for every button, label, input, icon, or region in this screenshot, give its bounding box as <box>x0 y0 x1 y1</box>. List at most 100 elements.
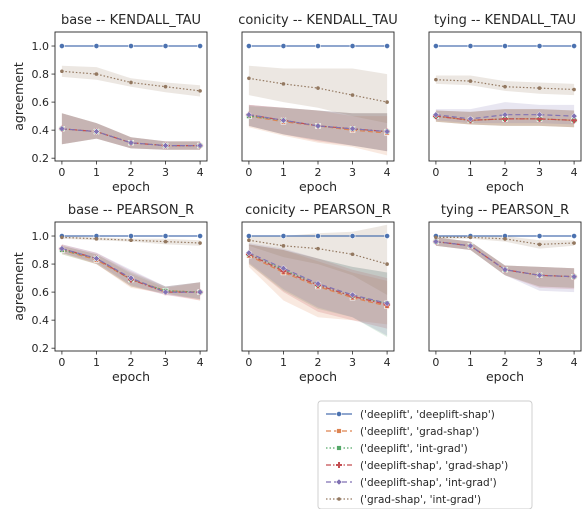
plot-content <box>432 233 578 293</box>
y-tick-label: 0.8 <box>32 68 50 81</box>
data-point <box>503 84 507 89</box>
x-tick-label: 4 <box>571 356 578 369</box>
plot-content <box>58 233 204 301</box>
x-tick-label: 0 <box>432 166 439 179</box>
x-tick-label: 1 <box>93 166 100 179</box>
data-point <box>247 238 251 243</box>
legend-marker <box>336 445 342 451</box>
legend-label: ('deeplift-shap', 'int-grad') <box>360 477 497 489</box>
data-point <box>503 237 507 241</box>
legend-label: ('grad-shap', 'int-grad') <box>360 494 481 506</box>
data-point <box>385 100 389 104</box>
x-axis-label: epoch <box>299 369 337 384</box>
subplot-title: base -- PEARSON_R <box>68 203 194 218</box>
data-point <box>129 80 133 85</box>
data-point <box>537 86 542 90</box>
x-tick-label: 4 <box>197 356 204 369</box>
data-point <box>536 43 543 49</box>
subplot-title: conicity -- KENDALL_TAU <box>238 13 398 28</box>
data-point <box>501 266 509 274</box>
x-tick-label: 4 <box>197 166 204 179</box>
data-point <box>281 82 286 86</box>
y-tick-label: 0.6 <box>32 96 50 109</box>
data-point <box>316 246 320 251</box>
series-line-4 <box>435 115 575 121</box>
x-tick-label: 4 <box>571 166 578 179</box>
data-point <box>280 116 287 124</box>
x-tick-label: 1 <box>467 166 474 179</box>
data-point <box>349 125 356 133</box>
data-point <box>93 43 100 49</box>
data-point <box>383 299 391 307</box>
confidence-band-6 <box>248 65 388 124</box>
data-point <box>60 69 64 74</box>
data-point <box>572 241 576 245</box>
data-point <box>246 43 252 49</box>
legend-label: ('deeplift', 'deeplift-shap') <box>360 409 495 421</box>
data-point <box>501 111 509 119</box>
y-axis-label: agreement <box>11 62 26 131</box>
y-axis-label: agreement <box>11 252 26 321</box>
plot-content <box>58 43 204 150</box>
data-point <box>384 233 390 239</box>
x-tick-label: 3 <box>349 356 356 369</box>
y-tick-label: 0.4 <box>32 124 50 137</box>
data-point <box>570 112 578 120</box>
x-tick-label: 1 <box>280 356 287 369</box>
data-point <box>127 274 135 282</box>
data-point <box>432 238 440 245</box>
data-point <box>432 111 440 119</box>
x-tick-label: 2 <box>315 166 322 179</box>
data-point <box>467 115 474 123</box>
data-point <box>128 43 134 49</box>
data-point <box>314 122 322 130</box>
plot-area <box>429 32 581 161</box>
data-point <box>94 237 99 241</box>
data-point <box>280 43 287 49</box>
data-point <box>93 255 100 262</box>
data-point <box>314 280 322 288</box>
data-point <box>536 233 543 239</box>
data-point <box>197 233 203 239</box>
x-tick-label: 1 <box>280 166 287 179</box>
x-tick-label: 2 <box>128 166 135 179</box>
data-point <box>246 233 252 239</box>
legend-marker <box>336 462 342 468</box>
data-point <box>349 291 356 299</box>
data-point <box>349 233 356 239</box>
x-tick-label: 0 <box>432 356 439 369</box>
data-point <box>350 93 355 97</box>
confidence-band-6 <box>248 224 388 295</box>
x-axis-label: epoch <box>486 179 524 194</box>
data-point <box>245 249 253 257</box>
data-point <box>58 245 66 252</box>
x-tick-label: 0 <box>245 166 252 179</box>
plot-content <box>245 43 391 156</box>
y-tick-label: 0.2 <box>32 342 50 355</box>
series-line-2 <box>248 115 388 134</box>
legend-marker <box>337 497 341 501</box>
data-point <box>434 77 438 82</box>
x-axis-label: epoch <box>486 369 524 384</box>
series-line-5 <box>435 114 575 120</box>
series-line-6 <box>435 236 575 246</box>
data-point <box>129 238 133 243</box>
data-point <box>571 43 577 49</box>
data-point <box>572 87 576 92</box>
data-point <box>162 43 169 49</box>
series-line-6 <box>435 79 575 91</box>
data-point <box>247 76 251 81</box>
series-line-3 <box>61 249 201 293</box>
data-point <box>280 233 287 239</box>
plot-content <box>432 43 578 128</box>
series-line-6 <box>248 77 388 103</box>
data-point <box>350 252 355 257</box>
legend-label: ('deeplift', 'grad-shap') <box>360 426 479 438</box>
data-point <box>468 79 473 83</box>
data-point <box>196 288 204 296</box>
x-tick-label: 0 <box>245 356 252 369</box>
data-point <box>383 128 391 135</box>
series-line-6 <box>248 239 388 265</box>
y-tick-label: 0.2 <box>32 152 50 165</box>
